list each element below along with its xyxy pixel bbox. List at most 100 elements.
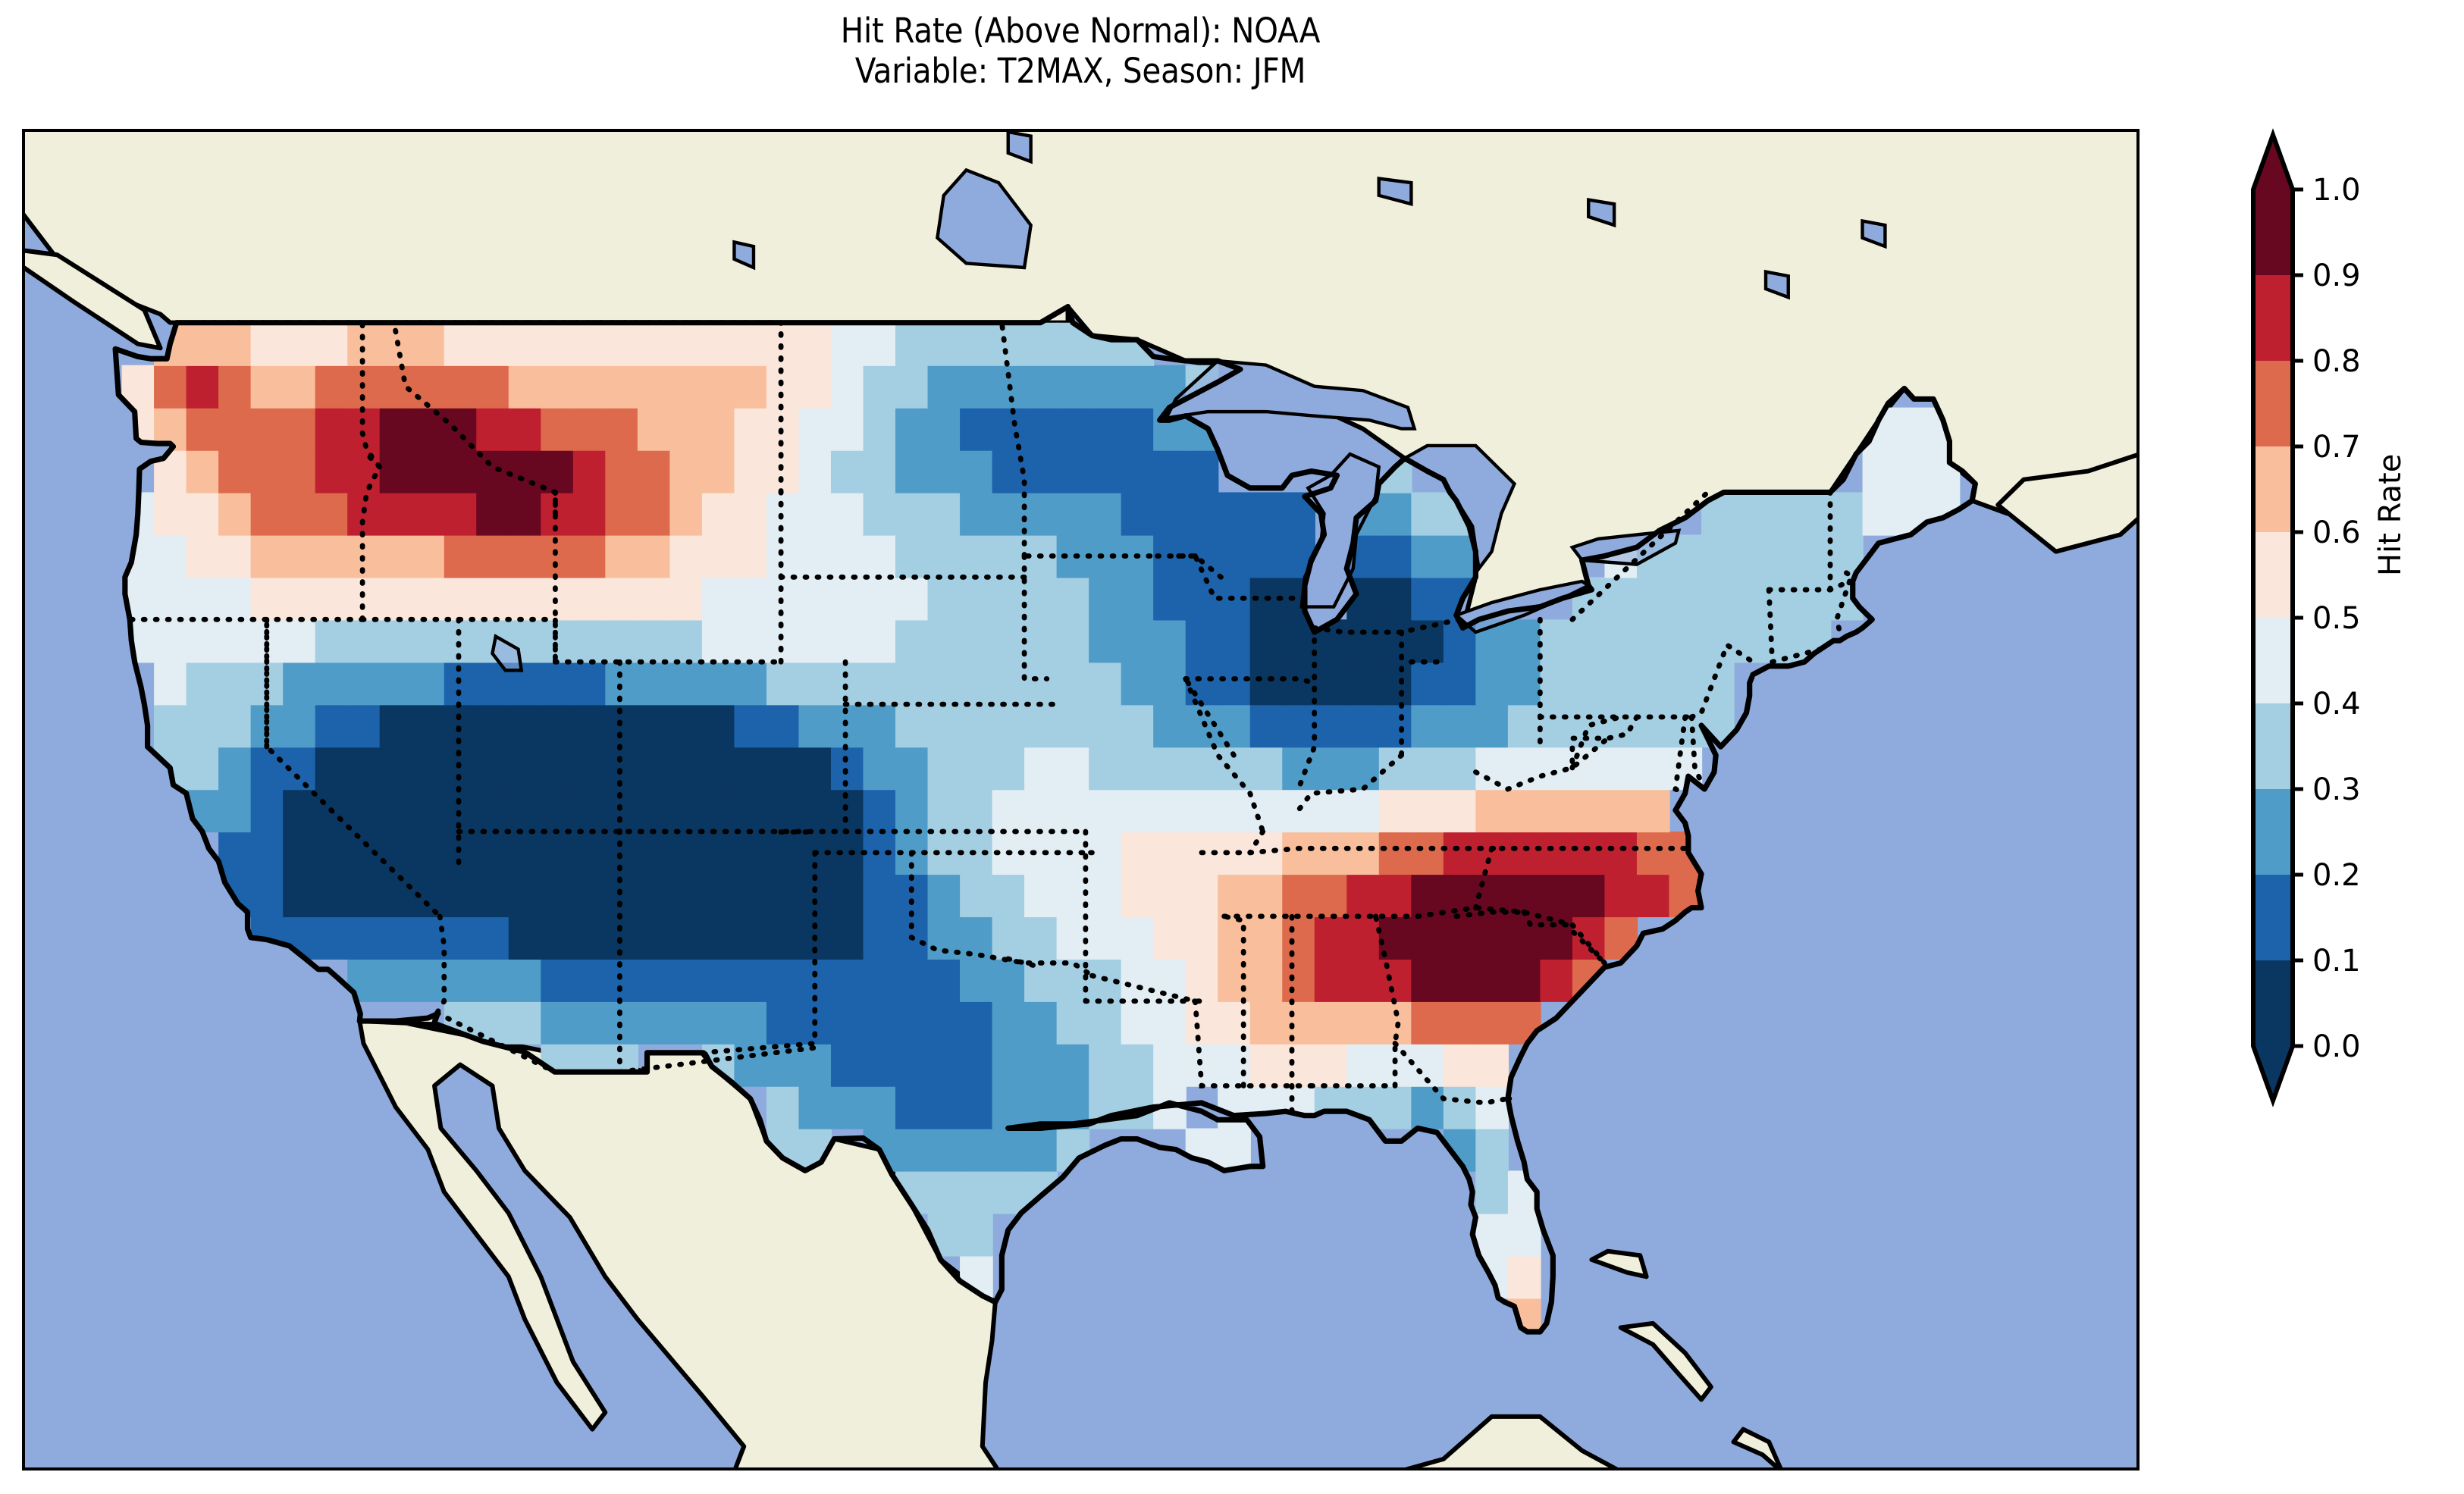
- hit-rate-cell: [1185, 619, 1219, 663]
- hit-rate-cell: [1411, 1001, 1445, 1045]
- hit-rate-cell: [1024, 492, 1058, 536]
- hit-rate-cell: [734, 407, 768, 451]
- hit-rate-cell: [798, 704, 832, 748]
- hit-rate-cell: [379, 534, 413, 578]
- hit-rate-cell: [1733, 619, 1767, 663]
- hit-rate-cell: [379, 704, 413, 748]
- hit-rate-cell: [412, 322, 445, 366]
- hit-rate-cell: [637, 662, 671, 706]
- hit-rate-cell: [444, 873, 478, 918]
- hit-rate-cell: [992, 1085, 1026, 1129]
- hit-rate-cell: [669, 747, 704, 791]
- hit-rate-cell: [960, 1085, 993, 1129]
- hit-rate-cell: [992, 577, 1026, 621]
- hit-rate-cell: [1218, 662, 1251, 706]
- hit-rate-cell: [605, 322, 639, 366]
- hit-rate-cell: [250, 534, 284, 578]
- hit-rate-cell: [798, 1085, 832, 1129]
- hit-rate-cell: [1218, 1128, 1251, 1172]
- hit-rate-cell: [1378, 958, 1412, 1002]
- hit-rate-cell: [863, 958, 897, 1002]
- colorbar-band: [2253, 446, 2293, 533]
- hit-rate-cell: [1443, 1043, 1477, 1087]
- hit-rate-cell: [637, 449, 671, 493]
- hit-rate-cell: [1572, 662, 1606, 706]
- lake-outline: [1006, 132, 1033, 164]
- hit-rate-cell: [1218, 534, 1251, 578]
- hit-rate-cell: [1830, 492, 1864, 536]
- hit-rate-cell: [508, 534, 542, 578]
- hit-rate-cell: [1024, 365, 1058, 409]
- hit-rate-cell: [1475, 789, 1509, 833]
- hit-rate-cell: [347, 704, 381, 748]
- hit-rate-cell: [960, 789, 993, 833]
- hit-rate-cell: [1121, 365, 1155, 409]
- hit-rate-cell: [1121, 662, 1155, 706]
- hit-rate-cell: [1443, 873, 1477, 918]
- hit-rate-cell: [1314, 958, 1348, 1002]
- colorbar-tick-label: 0.2: [2312, 858, 2361, 893]
- hit-rate-cell: [830, 1001, 864, 1045]
- hit-rate-cell: [1153, 662, 1187, 706]
- hit-rate-cell: [1475, 662, 1509, 706]
- hit-rate-cell: [1475, 1001, 1509, 1045]
- us-national-outline: [112, 303, 1978, 1335]
- hit-rate-cell: [992, 619, 1026, 663]
- hit-rate-cell: [637, 322, 671, 366]
- colorbar-tick-label: 1.0: [2312, 173, 2361, 208]
- hit-rate-cell: [1024, 704, 1058, 748]
- hit-rate-cell: [1121, 492, 1155, 536]
- hit-rate-cell: [669, 407, 704, 451]
- hit-rate-cell: [1636, 662, 1670, 706]
- hit-rate-cell: [895, 534, 929, 578]
- hit-rate-cell: [960, 1170, 993, 1214]
- hit-rate-cell: [283, 577, 316, 621]
- hit-rate-cell: [1056, 662, 1090, 706]
- hit-rate-cell: [1153, 831, 1187, 875]
- hit-rate-cell: [1089, 619, 1122, 663]
- hit-rate-cell: [1411, 704, 1445, 748]
- hit-rate-cell: [1249, 831, 1284, 875]
- hit-rate-cell: [734, 916, 768, 960]
- hit-rate-cell: [1024, 449, 1058, 493]
- hit-rate-cell: [250, 407, 284, 451]
- hit-rate-cell: [476, 365, 509, 409]
- lake-outline: [1401, 443, 1517, 573]
- hit-rate-cell: [1249, 534, 1284, 578]
- hit-rate-cell: [1411, 789, 1445, 833]
- hit-rate-cell: [637, 958, 671, 1002]
- colorbar-tick-label: 0.4: [2312, 687, 2361, 722]
- state-border: [1472, 845, 1494, 910]
- hit-rate-cell: [572, 322, 607, 366]
- hit-rate-cell: [1346, 747, 1380, 791]
- hit-rate-cell: [637, 407, 671, 451]
- hit-rate-cell: [572, 407, 607, 451]
- hit-rate-cell: [1089, 704, 1122, 748]
- hit-rate-cell: [701, 958, 735, 1002]
- hit-rate-cell: [1218, 831, 1251, 875]
- hit-rate-cell: [637, 365, 671, 409]
- hit-rate-cell: [1604, 873, 1638, 918]
- hit-rate-cell: [669, 916, 704, 960]
- hit-rate-cell: [412, 704, 445, 748]
- hit-rate-cell: [701, 873, 735, 918]
- hit-rate-cell: [347, 789, 381, 833]
- hit-rate-cell: [1346, 619, 1380, 663]
- hit-rate-cell: [1507, 704, 1541, 748]
- hit-rate-cell: [1604, 789, 1638, 833]
- hit-rate-cell: [927, 1001, 961, 1045]
- hit-rate-cell: [1411, 747, 1445, 791]
- hit-rate-cell: [1733, 577, 1767, 621]
- hit-rate-cell: [1089, 1043, 1122, 1087]
- hit-rate-cell: [960, 449, 993, 493]
- hit-rate-cell: [315, 831, 349, 875]
- hit-rate-cell: [283, 831, 316, 875]
- hit-rate-cell: [1507, 958, 1541, 1002]
- land-polygon: [1618, 1320, 1713, 1402]
- state-border: [1569, 714, 1640, 771]
- hit-rate-cell: [1024, 1128, 1058, 1172]
- hit-rate-cell: [734, 747, 768, 791]
- hit-rate-cell: [1540, 704, 1574, 748]
- hit-rate-cell: [412, 577, 445, 621]
- hit-rate-cell: [960, 407, 993, 451]
